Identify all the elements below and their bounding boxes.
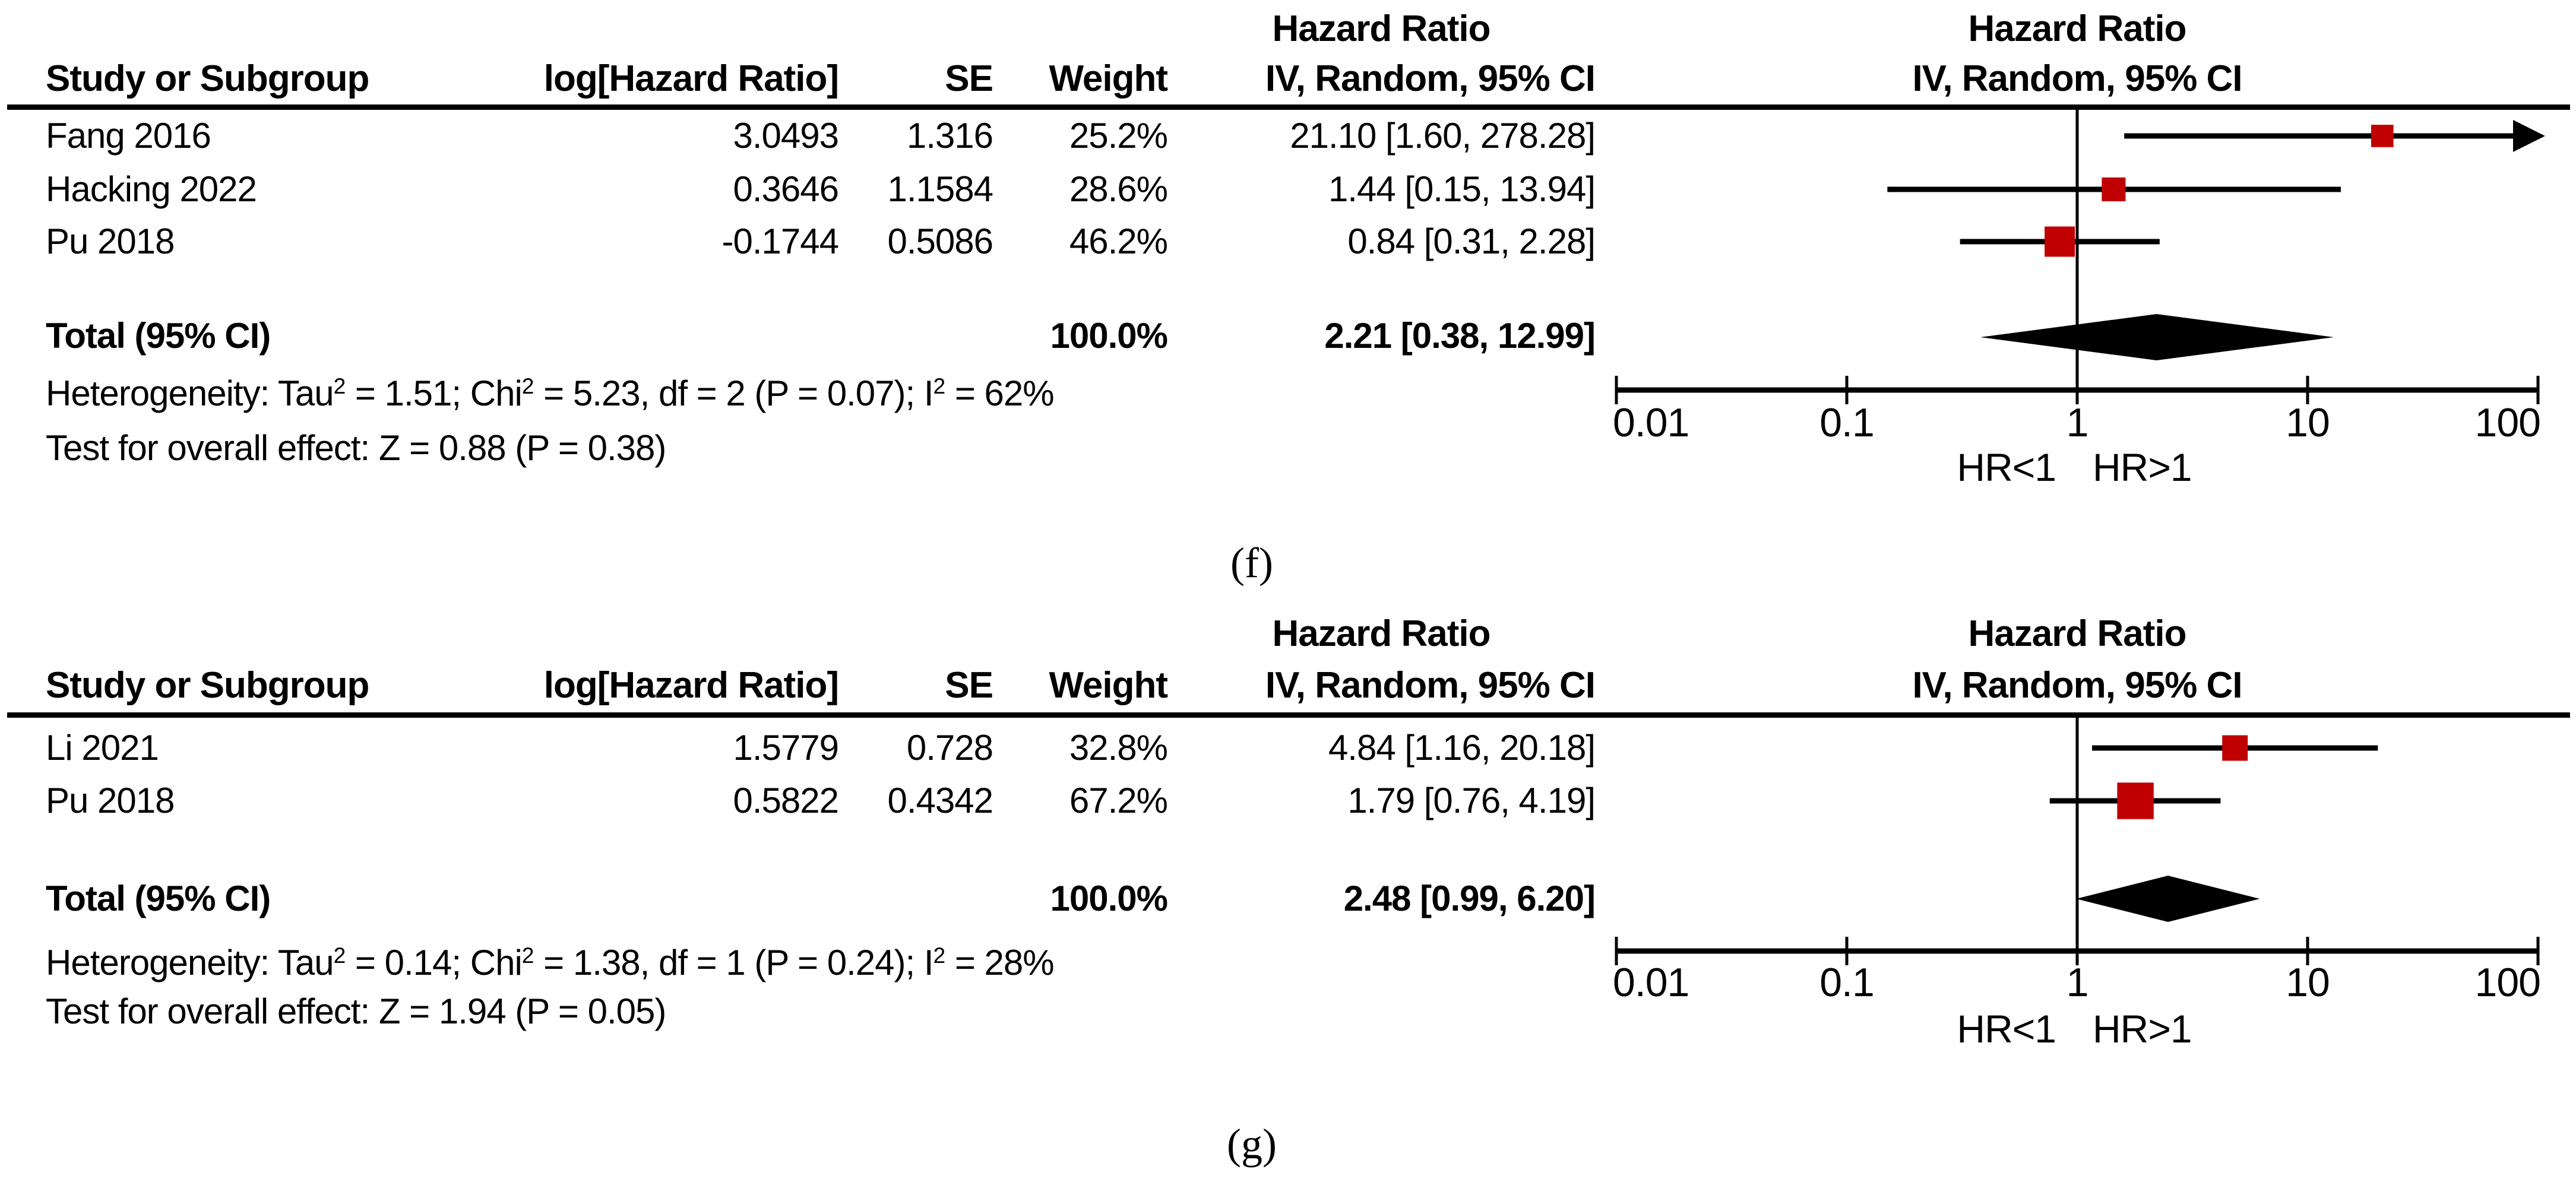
- study-se: 0.728: [906, 728, 993, 768]
- panel-label-f: (f): [1230, 539, 1273, 587]
- study-name: Li 2021: [46, 728, 159, 768]
- total-weight: 100.0%: [1050, 316, 1168, 356]
- study-name: Pu 2018: [46, 781, 175, 820]
- study-marker: [2102, 177, 2126, 202]
- total-label: Total (95% CI): [46, 879, 271, 918]
- axis-caption-right: HR>1: [2093, 445, 2192, 489]
- study-se: 0.5086: [887, 221, 993, 261]
- panel-f-col-header-loghr: log[Hazard Ratio]: [543, 58, 839, 99]
- study-ci-text: 4.84 [1.16, 20.18]: [1328, 728, 1596, 768]
- study-log-hr: 0.3646: [733, 169, 839, 209]
- heterogeneity-line: Heterogeneity: Tau2 = 1.51; Chi2 = 5.23,…: [46, 373, 1055, 413]
- study-se: 1.316: [906, 116, 993, 156]
- panel-f-header-divider: [7, 104, 2570, 110]
- total-label: Total (95% CI): [46, 316, 271, 356]
- overall-effect-line: Test for overall effect: Z = 0.88 (P = 0…: [46, 428, 666, 468]
- study-ci-text: 21.10 [1.60, 278.28]: [1290, 116, 1596, 156]
- axis-tick-label: 0.1: [1819, 960, 1875, 1005]
- panel-g-col-header-study: Study or Subgroup: [46, 665, 369, 706]
- panel-g-col-header-weight: Weight: [1049, 665, 1168, 706]
- overall-effect-line: Test for overall effect: Z = 1.94 (P = 0…: [46, 991, 666, 1031]
- study-ci-text: 1.79 [0.76, 4.19]: [1347, 781, 1596, 820]
- study-se: 1.1584: [887, 169, 993, 209]
- heterogeneity-line: Heterogeneity: Tau2 = 0.14; Chi2 = 1.38,…: [46, 942, 1055, 982]
- study-marker: [2045, 226, 2075, 257]
- axis-tick-label: 1: [2066, 960, 2089, 1005]
- panel-f-col-header-se: SE: [945, 58, 993, 99]
- axis-caption-left: HR<1: [1957, 445, 2056, 489]
- study-weight: 28.6%: [1069, 169, 1168, 209]
- axis-tick-label: 10: [2286, 400, 2330, 445]
- panel-g-plot-ratio-header: Hazard Ratio: [1968, 613, 2187, 654]
- panel-g-plot-model-header: IV, Random, 95% CI: [1912, 665, 2242, 706]
- study-marker: [2117, 782, 2154, 819]
- panel-g-col-header-loghr: log[Hazard Ratio]: [543, 665, 839, 706]
- study-weight: 46.2%: [1069, 221, 1168, 261]
- panel-g-col-header-se: SE: [945, 665, 993, 706]
- panel-f-col-header-ci: IV, Random, 95% CI: [1265, 58, 1596, 99]
- panel-g-col-header-ci: IV, Random, 95% CI: [1265, 665, 1596, 706]
- study-log-hr: 3.0493: [733, 116, 839, 156]
- axis-tick-label: 0.01: [1613, 400, 1689, 445]
- axis-tick-label: 1: [2066, 400, 2089, 445]
- panel-f-col-header-study: Study or Subgroup: [46, 58, 369, 99]
- total-ci-text: 2.48 [0.99, 6.20]: [1343, 879, 1596, 918]
- study-log-hr: 0.5822: [733, 781, 839, 820]
- study-name: Fang 2016: [46, 116, 211, 156]
- axis-tick-label: 0.1: [1819, 400, 1875, 445]
- panel-g-table-ratio-header: Hazard Ratio: [1272, 613, 1491, 654]
- total-weight: 100.0%: [1050, 879, 1168, 918]
- study-log-hr: 1.5779: [733, 728, 839, 768]
- axis-tick-label: 0.01: [1613, 960, 1689, 1005]
- study-log-hr: -0.1744: [721, 221, 839, 261]
- study-ci-text: 1.44 [0.15, 13.94]: [1328, 169, 1596, 209]
- study-marker: [2371, 125, 2394, 147]
- axis-tick-label: 100: [2474, 400, 2541, 445]
- total-diamond: [2076, 876, 2260, 922]
- panel-f-plot-model-header: IV, Random, 95% CI: [1912, 58, 2242, 99]
- axis-tick-label: 10: [2286, 960, 2330, 1005]
- study-weight: 25.2%: [1069, 116, 1168, 156]
- panel-label-g: (g): [1227, 1120, 1277, 1168]
- study-name: Pu 2018: [46, 221, 175, 261]
- panel-f-col-header-weight: Weight: [1049, 58, 1168, 99]
- panel-f-table-ratio-header: Hazard Ratio: [1272, 8, 1491, 49]
- axis-tick-label: 100: [2474, 960, 2541, 1005]
- panel-f-plot-ratio-header: Hazard Ratio: [1968, 8, 2187, 49]
- study-weight: 32.8%: [1069, 728, 1168, 768]
- study-name: Hacking 2022: [46, 169, 257, 209]
- panel-g-header-divider: [7, 712, 2570, 718]
- study-ci-text: 0.84 [0.31, 2.28]: [1347, 221, 1596, 261]
- study-marker: [2222, 735, 2248, 761]
- axis-caption-left: HR<1: [1957, 1007, 2056, 1051]
- axis-caption-right: HR>1: [2093, 1007, 2192, 1051]
- study-se: 0.4342: [887, 781, 993, 820]
- total-ci-text: 2.21 [0.38, 12.99]: [1324, 316, 1596, 356]
- study-weight: 67.2%: [1069, 781, 1168, 820]
- total-diamond: [1980, 314, 2334, 360]
- ci-arrow-right: [2513, 120, 2545, 152]
